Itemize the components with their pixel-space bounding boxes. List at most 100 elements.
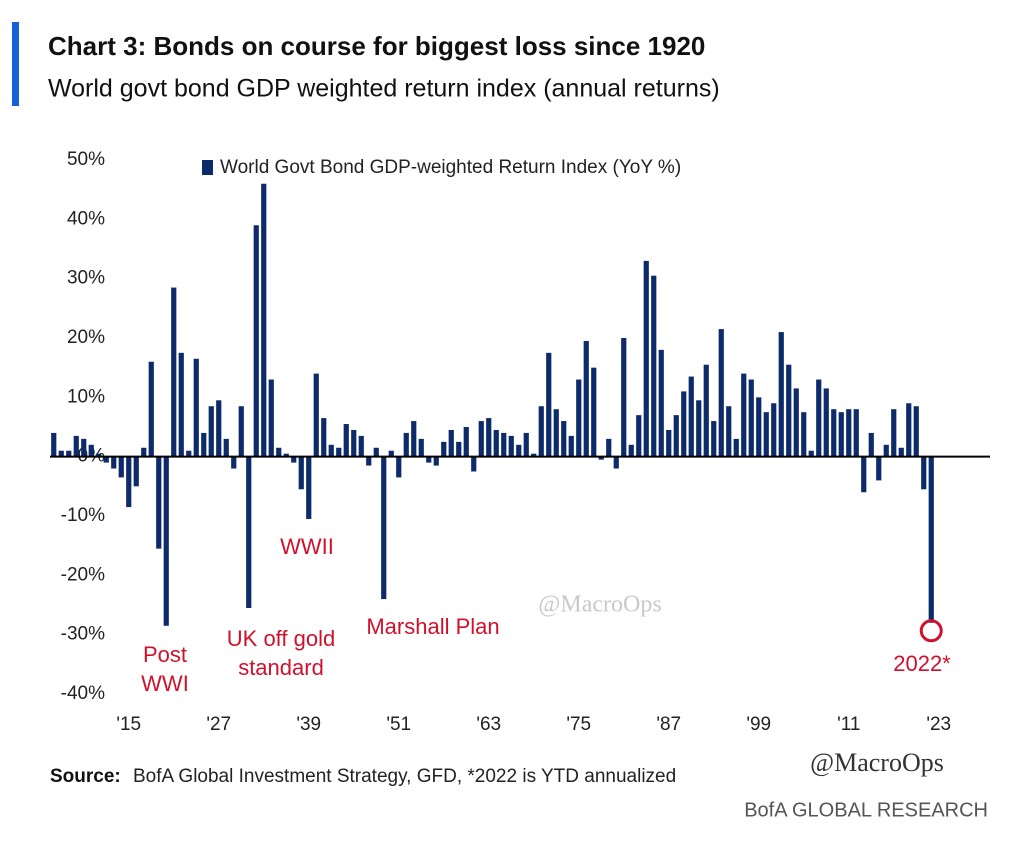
y-tick-label: 10% — [67, 386, 105, 407]
bar — [223, 438, 229, 457]
bar — [246, 456, 252, 608]
y-tick-label: -30% — [61, 624, 105, 645]
bar — [186, 450, 192, 457]
y-tick-label: 30% — [67, 268, 105, 289]
bar — [651, 275, 657, 457]
bar — [711, 421, 717, 457]
bar — [726, 406, 732, 457]
bar — [553, 409, 559, 457]
x-tick-label: '11 — [837, 714, 860, 735]
bar — [861, 456, 867, 493]
bar — [658, 349, 664, 457]
bar — [201, 432, 207, 457]
bar — [501, 432, 507, 457]
bar — [786, 364, 792, 457]
bar — [396, 456, 402, 478]
bar — [538, 406, 544, 457]
bar — [73, 435, 79, 457]
accent-bar — [12, 22, 19, 106]
bar — [433, 456, 439, 466]
bar — [741, 373, 747, 457]
bar — [643, 260, 649, 457]
bar — [546, 352, 552, 457]
bar — [231, 456, 237, 469]
bar — [103, 456, 109, 463]
bar — [898, 447, 904, 457]
bar — [921, 456, 927, 490]
bar — [388, 450, 394, 457]
bar — [793, 388, 799, 457]
x-tick-label: '75 — [566, 714, 591, 735]
bar — [883, 444, 889, 457]
bar — [253, 225, 259, 457]
bar — [771, 403, 777, 457]
x-tick-label: '99 — [746, 714, 771, 735]
highlight-circle — [919, 619, 943, 643]
bar — [531, 453, 537, 457]
bar — [808, 450, 814, 457]
bar — [823, 388, 829, 457]
x-tick-label: '23 — [926, 714, 951, 735]
bar — [51, 432, 57, 457]
bar — [673, 415, 679, 457]
bar — [88, 444, 94, 457]
bar — [816, 379, 822, 457]
bar — [568, 435, 574, 457]
bar — [681, 391, 687, 457]
bar — [486, 418, 492, 457]
bar — [703, 364, 709, 457]
y-tick-label: -20% — [61, 564, 105, 585]
x-tick-label: '51 — [386, 714, 411, 735]
bar — [718, 329, 724, 457]
watermark: @MacroOps — [538, 592, 661, 618]
bar — [208, 406, 214, 457]
bar — [508, 435, 514, 457]
bar — [621, 338, 627, 457]
bar — [373, 447, 379, 457]
bar — [81, 438, 87, 457]
bar — [666, 429, 672, 457]
bar — [261, 183, 267, 457]
bar — [141, 447, 147, 457]
annotation: Marshall Plan — [366, 614, 499, 639]
bar — [193, 358, 199, 457]
source: BofA Global Investment Strategy, GFD, *2… — [133, 766, 676, 787]
bar — [178, 352, 184, 457]
bar — [471, 456, 477, 472]
y-tick-label: 40% — [67, 208, 105, 229]
legend-swatch — [202, 160, 213, 175]
bar — [478, 421, 484, 457]
annotation: UK off gold — [227, 626, 335, 651]
bar — [118, 456, 124, 478]
bar — [156, 456, 162, 549]
bar — [838, 412, 844, 457]
bar — [756, 397, 762, 457]
bar — [58, 450, 64, 457]
x-tick-label: '63 — [476, 714, 501, 735]
bar — [876, 456, 882, 481]
bar — [688, 376, 694, 457]
bar — [463, 427, 469, 457]
bar — [448, 429, 454, 457]
bar — [111, 456, 117, 469]
bar — [636, 415, 642, 457]
bar — [66, 450, 72, 457]
bar — [126, 456, 132, 508]
bar — [598, 456, 604, 460]
bar — [336, 447, 342, 457]
bar — [283, 453, 289, 457]
bar — [733, 438, 739, 457]
annotation: 2022* — [893, 651, 951, 676]
bar — [351, 429, 357, 457]
annotation: WWI — [141, 671, 189, 696]
bar — [853, 409, 859, 457]
bar — [913, 406, 919, 457]
bar — [846, 409, 852, 457]
bar — [831, 409, 837, 457]
y-tick-label: 50% — [67, 149, 105, 170]
bar — [133, 456, 139, 487]
bar — [441, 441, 447, 457]
bar — [516, 444, 522, 457]
bar — [763, 412, 769, 457]
bar — [328, 444, 334, 457]
